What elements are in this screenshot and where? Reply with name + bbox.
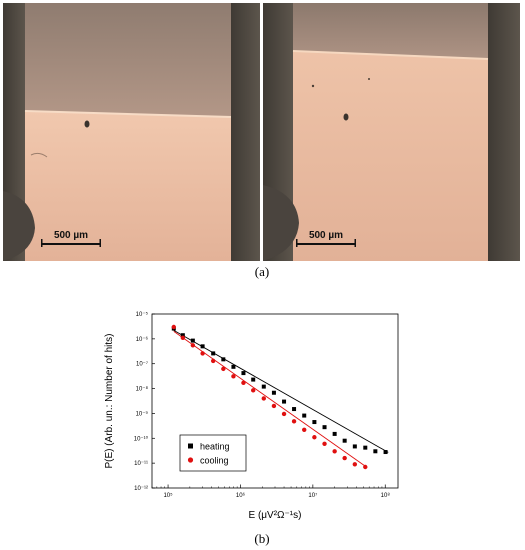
x-axis-label: E (μV²Ω⁻¹s): [249, 510, 302, 521]
legend-label-cooling: cooling: [200, 456, 229, 466]
data-point-cooling: [312, 435, 317, 440]
y-tick-label: 10⁻⁸: [136, 386, 149, 393]
legend-marker-heating: [188, 443, 193, 449]
data-point-heating: [251, 377, 256, 382]
x-tick-label: 10⁶: [236, 492, 246, 499]
data-point-heating: [373, 449, 378, 454]
data-point-cooling: [210, 358, 216, 364]
y-tick-label: 10⁻⁹: [136, 410, 149, 417]
data-point-heating: [292, 407, 297, 412]
micrograph-left-image: 500 µm: [3, 3, 260, 261]
data-point-heating: [363, 445, 368, 450]
data-point-cooling: [281, 411, 287, 417]
micrograph-right: 500 µm: [263, 3, 520, 261]
data-point-cooling: [251, 388, 256, 393]
panel-a-label: (a): [254, 264, 270, 279]
data-point-heating: [271, 390, 276, 395]
data-point-heating: [180, 333, 185, 338]
data-point-heating: [322, 425, 327, 430]
x-tick-label: 10⁷: [308, 492, 317, 499]
data-point-cooling: [241, 380, 246, 386]
micrograph-left: 500 µm: [3, 3, 260, 261]
x-tick-label: 10⁵: [163, 492, 173, 499]
y-tick-label: 10⁻¹⁰: [134, 435, 149, 442]
data-point-cooling: [171, 324, 176, 330]
y-tick-label: 10⁻¹¹: [134, 461, 148, 467]
data-point-heating: [241, 371, 246, 376]
fit-line-cooling: [173, 331, 367, 468]
data-point-cooling: [180, 335, 186, 341]
data-point-heating: [312, 420, 317, 425]
y-tick-label: 10⁻¹²: [134, 486, 148, 492]
data-point-heating: [352, 444, 357, 449]
data-point-cooling: [302, 427, 307, 432]
scale-bar-label-left: 500 µm: [54, 230, 88, 241]
data-point-heating: [383, 450, 388, 455]
legend-marker-cooling: [187, 457, 194, 463]
scale-bar-label-right: 500 µm: [309, 230, 343, 241]
data-point-heating: [302, 413, 307, 418]
data-point-cooling: [363, 464, 368, 470]
data-point-heating: [342, 438, 347, 443]
data-point-cooling: [322, 441, 327, 447]
data-point-cooling: [332, 449, 337, 454]
data-point-heating: [261, 384, 266, 389]
x-tick-label: 10⁸: [381, 492, 391, 499]
data-point-cooling: [271, 403, 277, 409]
data-point-cooling: [190, 343, 196, 348]
chart-points: [171, 324, 388, 470]
chart-fit-lines: [173, 329, 389, 468]
chart-axes: 10⁻¹² 10⁻¹¹ 10⁻¹⁰ 10⁻⁹ 10⁻⁸ 10⁻⁷ 10⁻⁶ 10⁻⁵ 10⁵ 10…: [134, 311, 399, 499]
panel-b-label: (b): [254, 531, 270, 546]
data-point-cooling: [352, 462, 358, 467]
data-point-cooling: [221, 366, 226, 372]
data-point-heating: [332, 431, 337, 436]
y-tick-label: 10⁻⁵: [136, 311, 149, 318]
chart-legend: heating cooling: [179, 434, 247, 472]
legend-label-heating: heating: [200, 442, 230, 452]
data-point-heating: [221, 357, 226, 362]
panel-b-chart: 10⁻¹² 10⁻¹¹ 10⁻¹⁰ 10⁻⁹ 10⁻⁸ 10⁻⁷ 10⁻⁶ 10⁻⁵ 10⁵ 10…: [0, 290, 525, 530]
legend-box: [179, 434, 247, 472]
data-point-cooling: [200, 351, 205, 356]
data-point-cooling: [291, 419, 297, 424]
y-tick-label: 10⁻⁶: [136, 336, 149, 343]
micrograph-right-image: 500 µm: [263, 3, 520, 261]
fit-line-heating: [173, 329, 389, 453]
data-point-cooling: [261, 396, 266, 401]
data-point-heating: [231, 364, 236, 369]
data-point-heating: [282, 399, 287, 404]
data-point-cooling: [342, 455, 347, 461]
panel-a-micrographs: 500 µm 500 µm: [3, 3, 520, 261]
data-point-cooling: [231, 374, 236, 379]
energy-distribution-chart: 10⁻¹² 10⁻¹¹ 10⁻¹⁰ 10⁻⁹ 10⁻⁸ 10⁻⁷ 10⁻⁶ 10⁻⁵ 10⁵ 10…: [104, 311, 399, 521]
y-tick-label: 10⁻⁷: [136, 361, 148, 368]
data-point-heating: [200, 344, 205, 349]
y-axis-label: P(E) (Arb. un.: Number of hits): [104, 333, 115, 468]
data-point-heating: [190, 338, 195, 343]
data-point-heating: [211, 351, 216, 356]
